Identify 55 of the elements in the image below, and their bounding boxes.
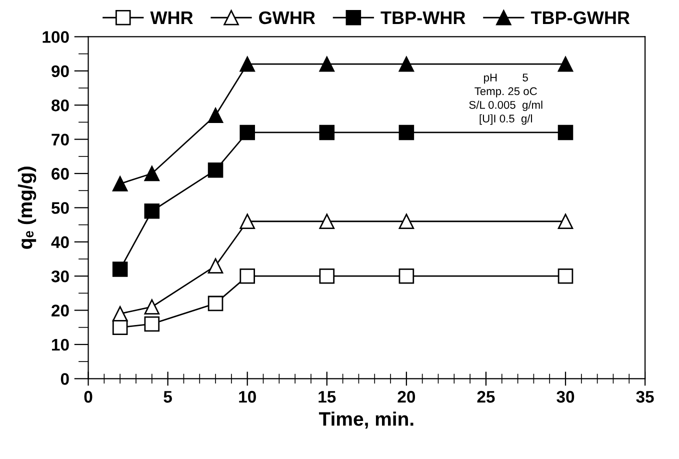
y-tick-label: 30 <box>51 270 69 282</box>
point <box>208 108 224 124</box>
annotation: S/L 0.005 g/ml <box>469 100 542 112</box>
y-tick-label: 60 <box>52 168 69 180</box>
legend-label: GWHR <box>259 11 316 24</box>
point <box>144 203 160 219</box>
point <box>398 124 414 140</box>
point <box>319 124 335 140</box>
y-tick-label: 50 <box>51 202 69 214</box>
point <box>144 166 160 182</box>
annotation: Temp. 25 oC <box>474 87 537 98</box>
point <box>558 268 574 284</box>
x-tick-label: 5 <box>164 391 172 403</box>
point <box>398 214 414 230</box>
y-tick-label: 70 <box>52 134 69 146</box>
point <box>208 162 224 178</box>
annotation: [U]I 0.5 g/l <box>480 114 532 125</box>
point <box>319 268 335 284</box>
y-tick-label: 80 <box>52 100 69 112</box>
y-tick-label: 0 <box>60 373 69 385</box>
x-tick-label: 20 <box>398 390 416 403</box>
x-tick-label: 35 <box>636 390 654 403</box>
point <box>398 56 414 72</box>
point <box>319 214 335 230</box>
legend-label: WHR <box>150 12 193 24</box>
y-tick-label: 20 <box>52 304 69 316</box>
annotation: pH 5 <box>484 74 528 84</box>
point <box>240 268 255 284</box>
legend-label: TBP-GWHR <box>530 11 630 24</box>
x-tick-label: 25 <box>477 390 495 403</box>
x-tick-label: 15 <box>318 391 336 403</box>
point <box>240 56 255 72</box>
point <box>558 56 574 72</box>
x-tick-label: 30 <box>556 390 574 403</box>
point <box>208 296 224 312</box>
point <box>558 124 574 140</box>
x-axis-title: Time, min. <box>318 412 414 429</box>
y-tick-label: 10 <box>52 338 69 351</box>
point <box>240 214 255 230</box>
y-tick-label: 40 <box>51 236 69 248</box>
y-tick-label: 90 <box>52 65 69 78</box>
y-axis-title: qₑ (mg/g) <box>18 166 36 249</box>
x-tick-label: 0 <box>84 390 92 403</box>
legend-label: TBP-WHR <box>380 12 466 24</box>
point <box>208 258 224 274</box>
point <box>112 262 128 277</box>
point <box>398 268 414 284</box>
point <box>112 176 128 192</box>
point <box>144 316 160 332</box>
x-tick-label: 10 <box>239 390 256 403</box>
point <box>319 56 335 72</box>
point <box>240 124 255 140</box>
point <box>144 299 160 315</box>
point <box>558 214 574 230</box>
y-tick-label: 100 <box>42 31 69 43</box>
